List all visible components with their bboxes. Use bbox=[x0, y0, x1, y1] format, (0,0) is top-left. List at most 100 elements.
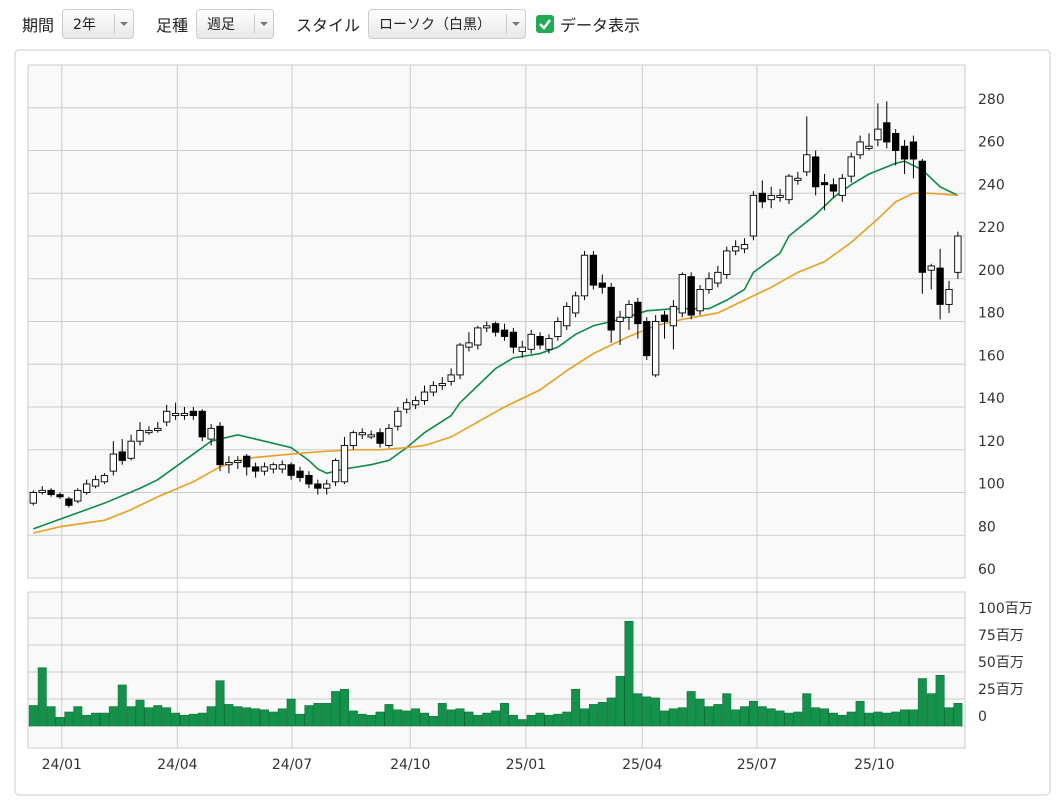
style-select[interactable]: ローソク（白黒） bbox=[368, 9, 527, 39]
candle-body bbox=[838, 177, 846, 196]
candle-body bbox=[243, 455, 251, 468]
candle-body bbox=[314, 483, 322, 489]
candle-body bbox=[803, 154, 811, 173]
candle-body bbox=[856, 141, 864, 156]
volume-bar bbox=[46, 706, 56, 727]
candle-body bbox=[171, 412, 180, 417]
candle-body bbox=[403, 402, 411, 410]
candle-body bbox=[376, 432, 384, 444]
y-tick-label: 280 bbox=[978, 92, 1005, 108]
y-tick-label: 100 bbox=[978, 477, 1005, 493]
candle-body bbox=[207, 427, 215, 440]
y-tick-label: 180 bbox=[978, 306, 1005, 322]
volume-bar bbox=[526, 714, 536, 727]
style-label: スタイル bbox=[296, 16, 361, 35]
volume-bar bbox=[206, 706, 216, 727]
candle-body bbox=[714, 271, 722, 284]
candle-body bbox=[491, 323, 500, 333]
volume-bar bbox=[420, 712, 429, 727]
volume-bar bbox=[446, 709, 456, 727]
candle-body bbox=[758, 192, 766, 203]
volume-bar bbox=[588, 704, 598, 727]
candle-body bbox=[563, 306, 571, 327]
volume-bar bbox=[437, 703, 447, 727]
candle-body bbox=[554, 321, 562, 337]
candle-body bbox=[83, 483, 91, 493]
y-tick-label: 240 bbox=[978, 177, 1005, 193]
volume-bar bbox=[837, 714, 847, 727]
volume-bar bbox=[135, 699, 145, 727]
candle-body bbox=[651, 321, 660, 376]
volume-bar bbox=[304, 705, 314, 727]
volume-bar bbox=[695, 698, 705, 727]
candle-body bbox=[65, 498, 73, 506]
dropdown-arrow bbox=[254, 14, 273, 34]
volume-bar bbox=[953, 703, 963, 727]
volume-bar bbox=[82, 714, 92, 727]
candle-body bbox=[865, 145, 873, 149]
volume-bar bbox=[322, 703, 332, 727]
volume-bar bbox=[28, 705, 38, 727]
style-value: ローソク（白黒） bbox=[379, 17, 492, 33]
toolbar: 期間 2年 足種 週足 スタイル ローソク（白黒） データ表示 bbox=[0, 0, 1058, 48]
volume-bar bbox=[197, 712, 207, 727]
x-tick-label: 24/10 bbox=[390, 757, 430, 773]
candle-body bbox=[607, 286, 615, 331]
volume-bar bbox=[517, 719, 527, 727]
volume-bar bbox=[544, 714, 554, 727]
volume-bar bbox=[882, 712, 892, 727]
volume-bar bbox=[313, 703, 323, 727]
volume-bar bbox=[784, 712, 794, 727]
volume-bar bbox=[535, 712, 545, 727]
volume-bar bbox=[242, 707, 252, 727]
y-tick-label: 160 bbox=[978, 348, 1005, 364]
volume-bar bbox=[224, 704, 234, 727]
candle-body bbox=[705, 278, 713, 290]
candle-body bbox=[287, 464, 295, 476]
volume-bar bbox=[91, 712, 101, 727]
candle-body bbox=[225, 462, 233, 466]
x-tick-label: 24/01 bbox=[42, 757, 82, 773]
volume-bar bbox=[126, 706, 136, 727]
volume-bar bbox=[828, 712, 838, 727]
x-tick-label: 25/10 bbox=[854, 757, 894, 773]
candle-body bbox=[411, 400, 420, 406]
candle-body bbox=[883, 122, 891, 143]
candle-body bbox=[180, 412, 189, 417]
candle-body bbox=[234, 459, 242, 464]
volume-bar bbox=[428, 716, 438, 727]
period-select[interactable]: 2年 bbox=[62, 9, 135, 39]
candle-body bbox=[127, 440, 135, 459]
volume-bar bbox=[793, 711, 803, 727]
volume-bar bbox=[171, 712, 181, 727]
volume-bar bbox=[473, 714, 483, 727]
volume-bar bbox=[73, 706, 83, 727]
candle-body bbox=[136, 430, 144, 442]
volume-bar bbox=[402, 710, 412, 727]
candle-body bbox=[874, 128, 882, 141]
candle-body bbox=[918, 160, 926, 273]
candle-body bbox=[154, 427, 162, 431]
candle-body bbox=[571, 295, 580, 314]
y2-tick-label: 75百万 bbox=[978, 628, 1024, 644]
bar-type-select[interactable]: 週足 bbox=[196, 9, 275, 39]
candle-body bbox=[723, 250, 731, 275]
y-tick-label: 80 bbox=[978, 519, 996, 535]
candle-body bbox=[625, 303, 633, 318]
candle-body bbox=[767, 194, 775, 201]
candle-body bbox=[145, 430, 153, 434]
volume-bar bbox=[891, 711, 901, 727]
candle-body bbox=[634, 301, 642, 325]
show-data-checkbox[interactable] bbox=[536, 15, 555, 33]
volume-bar bbox=[233, 706, 243, 727]
candle-body bbox=[580, 254, 589, 297]
volume-bar bbox=[553, 713, 563, 727]
candle-body bbox=[545, 338, 553, 350]
candle-body bbox=[616, 316, 624, 322]
candle-body bbox=[56, 494, 64, 498]
candle-body bbox=[429, 385, 438, 393]
candle-body bbox=[500, 329, 509, 337]
candle-body bbox=[251, 466, 260, 472]
volume-bar bbox=[642, 696, 652, 727]
